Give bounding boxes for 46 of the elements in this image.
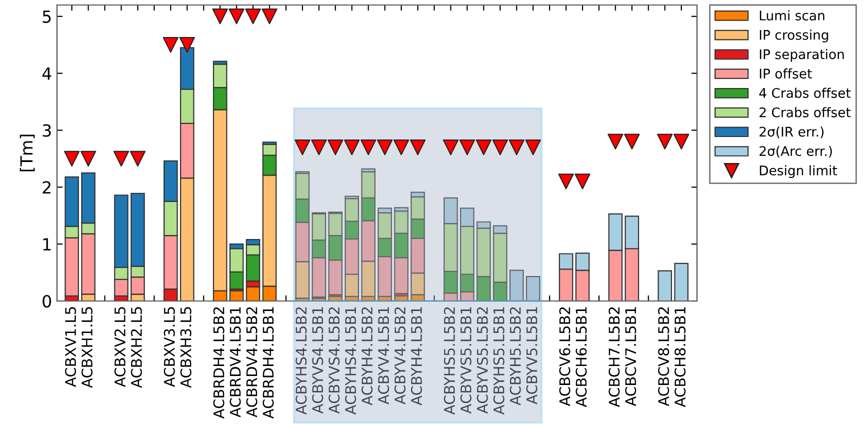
y-tick-label: 5 [42,10,51,23]
x-tick-label: ACBYHS5.L5B2 [444,307,455,415]
y-tick-label: 2 [42,181,50,194]
x-tick-label: ACBYVS5.L5B1 [460,307,472,414]
x-tick-label: ACBRDH4.L5B1 [262,307,274,419]
x-tick-label: ACBRDV4.L5B2 [246,307,258,418]
x-tick-label: ACBCH6.L5B1 [576,307,587,408]
x-tick-label: ACBYV4.L5B1 [378,307,390,404]
x-tick-label: ACBXH1.L5 [82,307,93,388]
x-tick-label: ACBYH5.L5B2 [510,307,521,406]
legend-label: 2σ(Arc err.) [760,146,832,158]
x-tick-label: ACBYV5.L5B1 [526,307,538,404]
y-tick-label: 0 [42,294,52,308]
y-tick-label: 4 [42,67,52,80]
x-tick-label: ACBYHS4.L5B2 [296,307,307,415]
legend-label: Design limit [760,165,838,178]
x-tick-label: ACBYV4.L5B2 [394,307,406,404]
x-tick-label: ACBYH4.L5B1 [410,307,422,406]
x-tick-label: ACBCV7.L5B1 [625,307,636,406]
legend-label: IP offset [760,68,812,79]
x-tick-label: ACBXV1.L5 [65,307,76,387]
legend-label: IP separation [760,49,844,62]
x-tick-label: ACBYHS4.L5B1 [345,307,356,415]
x-tick-label: ACBCV6.L5B2 [559,307,570,406]
legend-label: 4 Crabs offset [759,88,851,98]
x-tick-label: ACBYH4.L5B2 [362,307,373,406]
x-tick-label: ACBRDV4.L5B1 [230,307,241,418]
x-tick-label: ACBYVS5.L5B2 [476,307,488,414]
y-tick-label: 3 [42,124,51,137]
x-tick-label: ACBCV8.L5B2 [658,307,670,406]
y-tick-label: 1 [43,238,51,250]
legend-label: Lumi scan [760,10,824,20]
x-tick-label: ACBYHS5.L5B1 [493,307,504,415]
x-tick-label: ACBXH2.L5 [130,307,142,388]
x-tick-label: ACBXV2.L5 [114,307,126,387]
x-tick-label: ACBYVS4.L5B1 [312,307,324,414]
y-axis-title: [Tm] [20,134,35,172]
legend-label: 2σ(IR err.) [760,126,824,138]
legend-label: IP crossing [760,30,828,42]
x-tick-label: ACBCH8.L5B1 [674,307,686,408]
x-tick-label: ACBXV3.L5 [164,307,175,387]
x-tick-label: ACBCH7.L5B2 [608,307,620,408]
x-tick-label: ACBYVS4.L5B2 [328,307,340,414]
x-tick-label: ACBRDH4.L5B2 [213,307,224,419]
legend-label: 2 Crabs offset [760,107,851,118]
x-tick-label: ACBXH3.L5 [180,307,192,388]
